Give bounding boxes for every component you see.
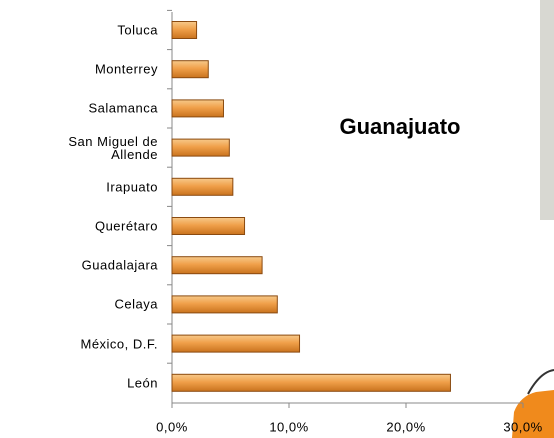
x-tick-label: 0,0% <box>156 419 188 434</box>
background-photo <box>540 0 554 220</box>
logo-icon-outline <box>527 369 554 395</box>
bar <box>171 99 224 118</box>
y-tick-label: León <box>127 375 158 391</box>
y-tick-label: Celaya <box>114 296 158 312</box>
y-tick-label: Toluca <box>117 22 158 38</box>
y-tick-label: Querétaro <box>94 218 158 234</box>
bar <box>171 295 278 314</box>
bar <box>171 177 234 196</box>
x-tick-label: 10,0% <box>269 419 308 434</box>
bar <box>171 256 263 275</box>
y-tick-label: Irapuato <box>106 179 158 195</box>
bar <box>171 138 230 157</box>
bar <box>171 217 246 235</box>
x-tick-label: 30,0% <box>503 419 542 434</box>
y-tick-label: México, D.F. <box>80 336 158 352</box>
y-tick-label: Guadalajara <box>81 257 158 273</box>
bar <box>171 60 209 79</box>
y-tick-label: Monterrey <box>94 61 158 77</box>
y-tick-label: Salamanca <box>88 100 158 116</box>
y-tick-label: San Miguel de Allende <box>68 133 158 162</box>
bar <box>171 373 451 392</box>
annotation: Guanajuato <box>339 114 460 139</box>
logo-icon <box>512 390 554 438</box>
bar <box>171 334 301 353</box>
x-tick-label: 20,0% <box>386 419 425 434</box>
bar <box>171 21 198 39</box>
